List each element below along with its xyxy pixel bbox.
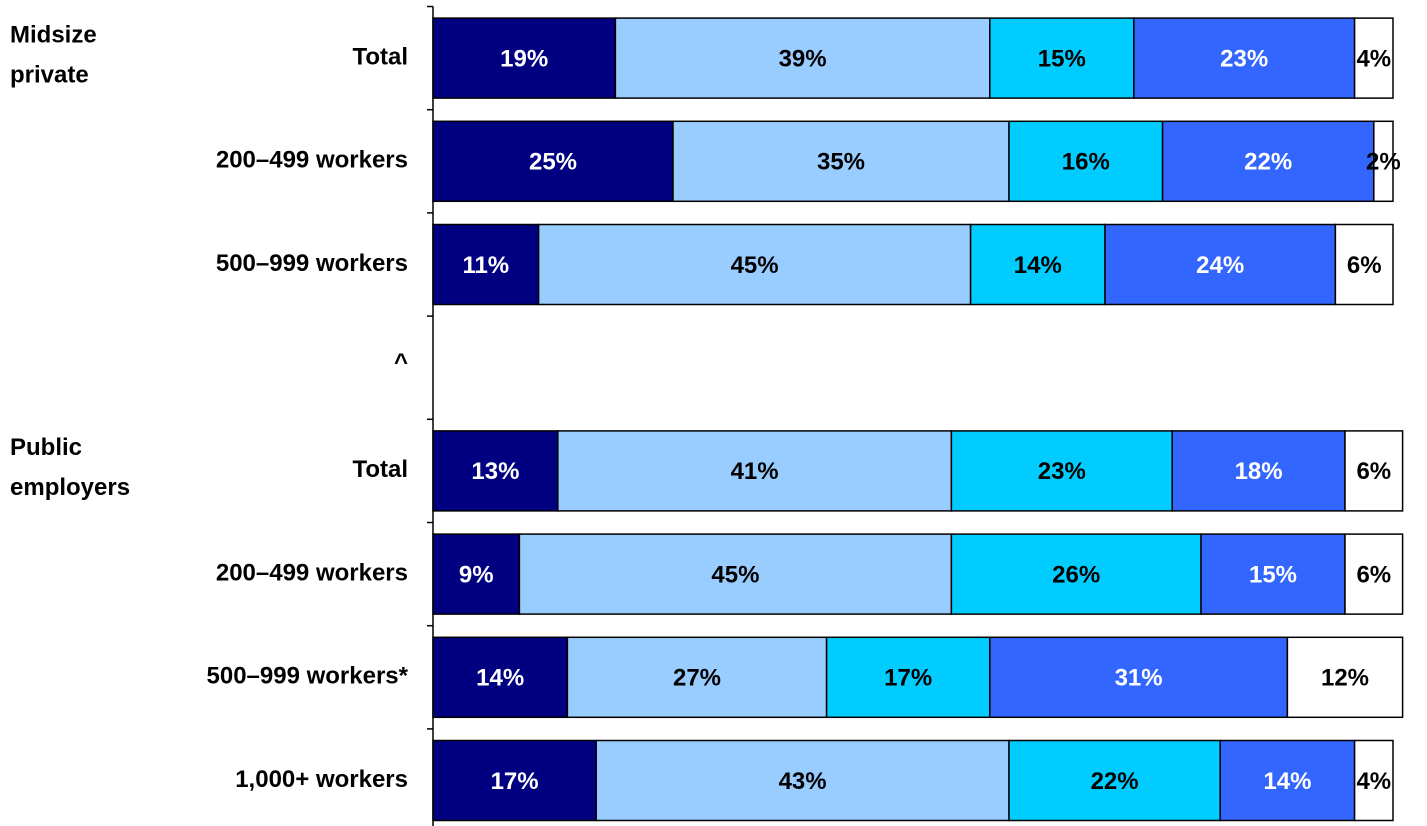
data-label: 45% <box>731 252 779 279</box>
data-label: 31% <box>1115 665 1163 692</box>
bar-segment <box>432 739 597 822</box>
data-label: 22% <box>1244 149 1292 176</box>
bar-segment <box>969 223 1106 306</box>
bar-segment <box>1171 430 1346 512</box>
data-label: 2% <box>1366 149 1401 176</box>
data-label: 13% <box>471 458 519 485</box>
data-label: 9% <box>459 561 494 588</box>
data-label: 15% <box>1249 561 1297 588</box>
data-label: 11% <box>462 252 509 279</box>
bar-segment <box>537 223 972 306</box>
bar-segment <box>1334 223 1394 306</box>
group-label: private <box>10 61 89 88</box>
data-label: 43% <box>779 768 827 795</box>
y-tick-label: 500–999 workers <box>216 250 408 277</box>
bar-segment <box>432 430 559 512</box>
group-label: employers <box>10 474 130 501</box>
data-label: 23% <box>1220 45 1268 72</box>
bar-segment <box>1104 223 1337 306</box>
data-label: 17% <box>491 768 539 795</box>
data-label: 15% <box>1038 45 1086 72</box>
y-tick-label: Total <box>352 456 408 483</box>
data-label: 41% <box>731 458 779 485</box>
bar-segment <box>1344 430 1404 512</box>
bar-segment <box>518 533 953 615</box>
bar-segment <box>950 430 1173 512</box>
bar-segment <box>1161 120 1375 203</box>
bar-segment <box>566 636 828 719</box>
bar-segment <box>1219 739 1356 822</box>
data-label: 6% <box>1356 561 1391 588</box>
data-label: 6% <box>1347 252 1382 279</box>
data-label: 18% <box>1235 458 1283 485</box>
bar-segment <box>432 223 540 306</box>
y-tick-label: Total <box>352 43 408 70</box>
group-label: Midsize <box>10 21 97 48</box>
data-label: 23% <box>1038 458 1086 485</box>
data-label: 6% <box>1356 458 1391 485</box>
bar-segment <box>557 430 953 512</box>
bar-segment <box>672 120 1010 203</box>
bar-segment <box>614 17 991 99</box>
bar-segment <box>1373 120 1394 203</box>
bar-segment <box>595 739 1010 822</box>
bar-segment <box>1008 739 1221 822</box>
data-label: 14% <box>476 665 524 692</box>
data-label: 45% <box>711 561 759 588</box>
bar-segment <box>1344 533 1404 615</box>
bar-segment <box>1008 120 1164 203</box>
data-label: 4% <box>1356 45 1391 72</box>
data-label: 24% <box>1196 252 1244 279</box>
bar-segment <box>1133 17 1356 99</box>
data-label: 14% <box>1263 768 1311 795</box>
bar-segment <box>432 120 674 203</box>
data-label: 16% <box>1062 149 1110 176</box>
bar-segment <box>950 533 1202 615</box>
bar-segment <box>1353 17 1394 99</box>
y-tick-label: 200–499 workers <box>216 147 408 174</box>
bar-segment <box>432 533 521 615</box>
data-label: 22% <box>1091 768 1139 795</box>
data-label: 19% <box>500 45 548 72</box>
data-label: 26% <box>1052 561 1100 588</box>
data-label: 25% <box>529 149 577 176</box>
y-tick-label: 200–499 workers <box>216 559 408 586</box>
y-tick-label: 1,000+ workers <box>235 766 408 793</box>
data-label: 27% <box>673 665 721 692</box>
bar-segment <box>989 17 1135 99</box>
bar-segment <box>825 636 991 719</box>
data-label: 14% <box>1014 252 1062 279</box>
data-label: 4% <box>1356 768 1391 795</box>
y-tick-label: 500–999 workers* <box>207 663 409 690</box>
data-label: 39% <box>779 45 827 72</box>
data-label: 35% <box>817 149 865 176</box>
data-label: 17% <box>884 665 932 692</box>
data-label: 12% <box>1321 665 1369 692</box>
bar-segment <box>1353 739 1394 822</box>
y-tick-label: ^ <box>394 349 408 376</box>
group-label: Public <box>10 434 82 461</box>
bar-segment <box>1286 636 1404 719</box>
